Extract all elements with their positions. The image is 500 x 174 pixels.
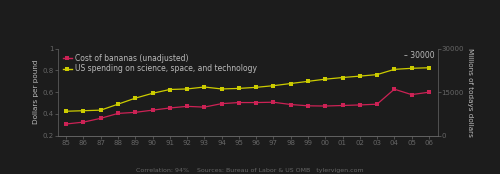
Legend: Cost of bananas (unadjusted), US spending on science, space, and technology: Cost of bananas (unadjusted), US spendin… — [62, 53, 258, 75]
Text: Correlation: 94%    Sources: Bureau of Labor & US OMB   tylervigen.com: Correlation: 94% Sources: Bureau of Labo… — [136, 168, 364, 173]
Y-axis label: Millions of todays dollars: Millions of todays dollars — [467, 48, 473, 137]
Y-axis label: Dollars per pound: Dollars per pound — [34, 60, 40, 124]
Text: – 30000: – 30000 — [404, 52, 434, 61]
